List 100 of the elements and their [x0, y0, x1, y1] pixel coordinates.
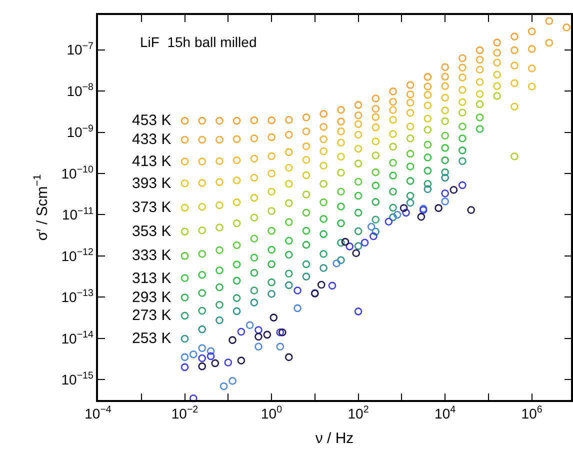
point	[216, 316, 224, 324]
point	[545, 38, 554, 47]
point	[232, 116, 241, 125]
point	[510, 102, 518, 110]
point	[372, 168, 380, 176]
point	[372, 216, 380, 224]
y-tick-label: 10$^{−11}$	[62, 206, 94, 223]
point	[476, 90, 484, 98]
x-axis-title: ν / Hz	[315, 430, 354, 448]
point	[198, 116, 206, 125]
point	[302, 171, 310, 180]
point	[232, 276, 241, 285]
point	[493, 82, 501, 90]
series-label: 373 K	[132, 199, 172, 216]
point	[493, 58, 501, 67]
point	[389, 204, 397, 212]
point	[476, 100, 484, 108]
point	[284, 218, 293, 226]
point	[198, 158, 206, 166]
point	[528, 28, 536, 36]
point	[198, 250, 206, 258]
point	[372, 94, 380, 102]
point	[372, 182, 380, 190]
point	[302, 208, 310, 217]
point	[389, 116, 397, 124]
point	[232, 294, 241, 302]
point	[302, 260, 310, 268]
point	[320, 123, 328, 131]
point	[441, 144, 449, 152]
point	[493, 70, 501, 79]
point	[424, 166, 432, 175]
series-label: 333 K	[132, 247, 172, 264]
point	[441, 117, 449, 126]
point	[180, 334, 189, 343]
point	[389, 88, 397, 96]
point	[320, 198, 328, 206]
point	[354, 178, 362, 186]
point	[284, 130, 293, 139]
point	[268, 290, 276, 298]
point	[232, 198, 241, 206]
point	[216, 300, 224, 309]
series-label: 433 K	[132, 131, 172, 148]
point	[232, 241, 241, 250]
point	[337, 202, 345, 210]
point	[406, 90, 414, 98]
point	[216, 178, 224, 186]
point	[510, 79, 518, 88]
point	[216, 224, 224, 232]
point	[406, 198, 414, 207]
y-tick-label: 10$^{−7}$	[66, 40, 94, 58]
point	[180, 116, 189, 125]
point	[458, 122, 466, 130]
point	[198, 202, 206, 211]
point	[250, 116, 258, 124]
point	[302, 190, 310, 198]
point	[268, 278, 276, 286]
point	[354, 120, 362, 128]
y-tick-label: 10$^{−14}$	[61, 329, 94, 346]
point	[268, 116, 276, 124]
point	[216, 157, 224, 165]
point	[424, 102, 432, 110]
point	[198, 270, 206, 279]
point	[354, 130, 362, 139]
point	[216, 201, 224, 210]
point	[268, 226, 276, 235]
point	[180, 204, 189, 212]
y-tick-label: 10$^{−15}$	[61, 370, 94, 388]
point	[337, 256, 345, 264]
point	[458, 86, 466, 94]
point	[424, 73, 432, 81]
point	[337, 118, 345, 126]
point	[302, 142, 310, 150]
point	[510, 32, 518, 40]
y-tick-label: 10$^{−10}$	[61, 164, 94, 182]
point	[320, 230, 328, 238]
point	[528, 64, 536, 72]
point	[441, 82, 449, 90]
point	[180, 136, 189, 144]
point	[441, 156, 449, 164]
point	[458, 74, 466, 82]
point	[337, 238, 345, 247]
point	[268, 207, 276, 215]
point	[198, 226, 206, 234]
point	[424, 114, 432, 123]
point	[180, 158, 189, 166]
point	[250, 254, 258, 262]
point	[354, 227, 362, 236]
point	[320, 147, 328, 156]
point	[372, 123, 380, 132]
point	[510, 46, 518, 54]
y-tick-label: 10$^{−13}$	[61, 288, 94, 306]
point	[337, 168, 345, 177]
point	[216, 283, 224, 292]
point	[320, 250, 328, 258]
point	[250, 214, 258, 222]
point	[180, 312, 189, 320]
point	[406, 109, 414, 117]
point	[250, 154, 258, 163]
point	[389, 213, 397, 222]
point	[372, 198, 380, 206]
